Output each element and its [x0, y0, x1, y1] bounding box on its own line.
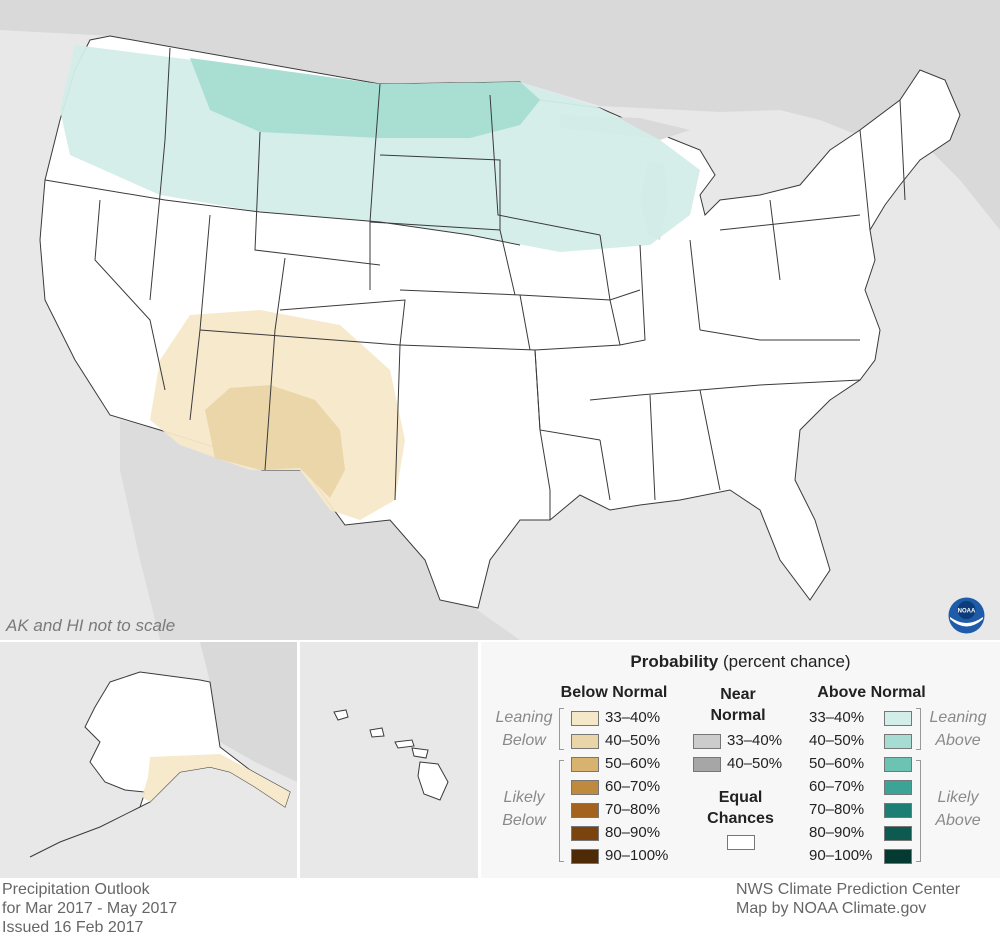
state-borders [44, 47, 906, 520]
below-normal-row-label: 60–70% [605, 778, 661, 795]
footer-credit: Map by NOAA Climate.gov [736, 900, 927, 917]
leaning-below-label: Leaning Below [495, 709, 553, 749]
above-normal-header: Above Normal [817, 684, 926, 701]
conus-map-graphic [0, 0, 1000, 640]
below-normal-row-label: 80–90% [605, 824, 661, 841]
scale-note: AK and HI not to scale [6, 616, 176, 635]
aleutian-islands [29, 806, 141, 858]
near-normal-row-swatch [693, 734, 721, 749]
above-normal-row-label: 40–50% [809, 732, 865, 749]
above-normal-row-swatch [884, 734, 912, 749]
conus-map: AK and HI not to scale NOAA [0, 0, 1000, 640]
equal-chances-swatch [727, 835, 755, 850]
above-normal-row-swatch [884, 826, 912, 841]
likely-below-bracket [559, 760, 564, 862]
hawaii-graphic [333, 709, 449, 801]
above-normal-row-label: 60–70% [809, 778, 865, 795]
above-normal-row-swatch [884, 711, 912, 726]
above-normal-row-swatch [884, 780, 912, 795]
legend: Probability (percent chance) Below Norma… [481, 642, 1000, 878]
above-normal-row-label: 80–90% [809, 824, 865, 841]
below-normal-row-label: 33–40% [605, 709, 661, 726]
footer-right: NWS Climate Prediction Center Map by NOA… [736, 880, 960, 918]
below-normal-row-label: 90–100% [605, 847, 669, 864]
hawaii-inset [300, 642, 478, 878]
leaning-above-label: Leaning Above [929, 709, 987, 749]
footer-left: Precipitation Outlook for Mar 2017 - May… [2, 880, 177, 937]
above-normal-row-label: 90–100% [809, 847, 873, 864]
alaska-graphic [29, 642, 297, 858]
above-normal-row-label: 70–80% [809, 801, 865, 818]
alaska-inset [0, 642, 297, 878]
legend-title-rest: (percent chance) [723, 652, 851, 671]
footer-title: Precipitation Outlook [2, 881, 150, 898]
above-normal-row-swatch [884, 849, 912, 864]
above-40-50-area [190, 58, 540, 138]
leaning-above-bracket [916, 708, 921, 750]
below-normal-row-swatch [571, 849, 599, 864]
below-normal-row-swatch [571, 780, 599, 795]
equal-chances-label: Equal Chances [707, 789, 774, 827]
footer-period: for Mar 2017 - May 2017 [2, 900, 178, 917]
ak-below-33-40-area [142, 754, 290, 807]
below-normal-row-swatch [571, 734, 599, 749]
likely-above-label: Likely Above [935, 789, 981, 829]
canada-land-ak [200, 642, 297, 782]
above-normal-row-label: 33–40% [809, 709, 865, 726]
likely-above-bracket [916, 760, 921, 862]
below-normal-header: Below Normal [560, 684, 668, 701]
below-normal-row-label: 50–60% [605, 755, 661, 772]
above-normal-row-label: 50–60% [809, 755, 865, 772]
below-normal-row-label: 70–80% [605, 801, 661, 818]
canada-land [0, 0, 1000, 230]
legend-title-bold: Probability [630, 652, 719, 671]
near-normal-row-label: 40–50% [727, 755, 783, 772]
leaning-below-bracket [559, 708, 564, 750]
below-40-50-area [205, 385, 345, 498]
near-normal-row-label: 33–40% [727, 732, 783, 749]
below-normal-row-label: 40–50% [605, 732, 661, 749]
near-normal-header: Near Normal [710, 686, 766, 724]
hawaii-islands [333, 709, 449, 801]
footer-issued: Issued 16 Feb 2017 [2, 919, 144, 936]
likely-below-label: Likely Below [502, 789, 546, 829]
near-normal-row-swatch [693, 757, 721, 772]
noaa-logo-icon: NOAA [948, 597, 985, 634]
noaa-logo-text: NOAA [958, 609, 976, 615]
footer-source: NWS Climate Prediction Center [736, 881, 961, 898]
mexico-land [120, 420, 520, 640]
below-normal-row-swatch [571, 803, 599, 818]
legend-title: Probability (percent chance) [481, 652, 1000, 672]
below-normal-row-swatch [571, 826, 599, 841]
above-normal-row-swatch [884, 803, 912, 818]
below-normal-row-swatch [571, 757, 599, 772]
above-normal-row-swatch [884, 757, 912, 772]
below-normal-row-swatch [571, 711, 599, 726]
